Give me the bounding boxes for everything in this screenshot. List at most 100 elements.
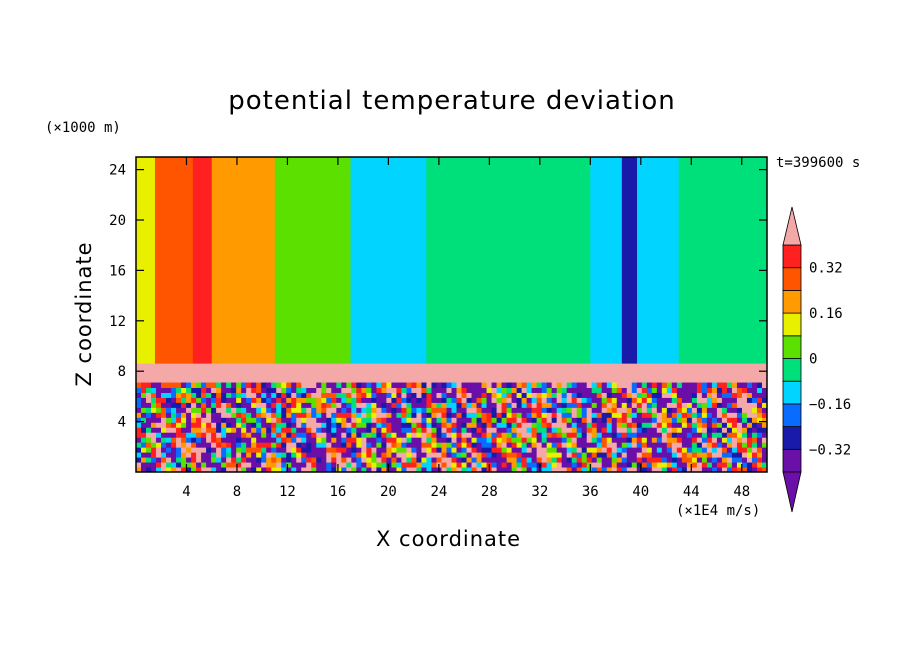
- lower-layer-cell: [616, 442, 623, 448]
- lower-layer-cell: [231, 387, 237, 393]
- lower-layer-cell: [331, 452, 337, 458]
- lower-layer-cell: [271, 417, 277, 423]
- lower-layer-cell: [216, 422, 222, 428]
- lower-layer-cell: [541, 462, 548, 468]
- lower-layer-cell: [556, 417, 563, 423]
- lower-layer-cell: [651, 427, 658, 433]
- lower-layer-cell: [456, 442, 463, 448]
- lower-layer-cell: [201, 407, 207, 413]
- lower-layer-cell: [171, 457, 177, 463]
- lower-layer-cell: [206, 452, 212, 458]
- lower-layer-cell: [291, 467, 297, 472]
- lower-layer-cell: [311, 387, 317, 393]
- lower-layer-cell: [531, 422, 538, 428]
- lower-layer-cell: [466, 442, 473, 448]
- lower-layer-cell: [391, 387, 397, 393]
- lower-layer-cell: [631, 437, 638, 443]
- lower-layer-cell: [516, 447, 523, 453]
- lower-layer-cell: [406, 427, 412, 433]
- lower-layer-cell: [301, 402, 307, 408]
- lower-layer-cell: [241, 387, 247, 393]
- lower-layer-cell: [456, 417, 463, 423]
- lower-layer-cell: [731, 397, 738, 403]
- lower-layer-cell: [236, 387, 242, 393]
- lower-layer-cell: [431, 447, 437, 453]
- lower-layer-cell: [336, 432, 342, 438]
- lower-layer-cell: [341, 462, 347, 468]
- lower-layer-cell: [486, 432, 493, 438]
- lower-layer-cell: [251, 467, 257, 472]
- lower-layer-cell: [586, 447, 593, 453]
- lower-layer-cell: [236, 402, 242, 408]
- lower-layer-cell: [291, 432, 297, 438]
- lower-layer-cell: [136, 382, 142, 389]
- lower-layer-cell: [316, 402, 322, 408]
- lower-layer-cell: [711, 462, 718, 468]
- lower-layer-cell: [566, 412, 573, 418]
- lower-layer-cell: [201, 467, 207, 472]
- lower-layer-cell: [531, 452, 538, 458]
- lower-layer-cell: [701, 407, 708, 413]
- lower-layer-cell: [326, 447, 332, 453]
- inversion-band: [136, 363, 767, 383]
- lower-layer-cell: [151, 397, 157, 403]
- lower-layer-cell: [546, 437, 553, 443]
- lower-layer-cell: [331, 467, 337, 472]
- lower-layer-cell: [736, 407, 743, 413]
- lower-layer-cell: [346, 417, 352, 423]
- time-label: t=399600 s: [776, 155, 861, 171]
- lower-layer-cell: [551, 457, 558, 463]
- lower-layer-cell: [286, 422, 292, 428]
- lower-layer-cell: [671, 462, 678, 468]
- lower-layer-cell: [626, 382, 633, 389]
- lower-layer-cell: [511, 452, 518, 458]
- lower-layer-cell: [266, 422, 272, 428]
- lower-layer-cell: [406, 392, 412, 398]
- lower-layer-cell: [306, 422, 312, 428]
- lower-layer-cell: [476, 402, 483, 408]
- lower-layer-cell: [296, 422, 302, 428]
- lower-layer-cell: [601, 452, 608, 458]
- lower-layer-cell: [241, 462, 247, 468]
- lower-layer-cell: [721, 397, 728, 403]
- lower-layer-cell: [586, 402, 593, 408]
- lower-layer-cell: [636, 427, 643, 433]
- x-tick-label: 4: [182, 484, 190, 500]
- lower-layer-cell: [421, 417, 427, 423]
- lower-layer-cell: [681, 432, 688, 438]
- lower-layer-cell: [746, 462, 753, 468]
- lower-layer-cell: [596, 427, 603, 433]
- lower-layer-cell: [626, 447, 633, 453]
- lower-layer-cell: [386, 457, 392, 463]
- lower-layer-cell: [276, 457, 282, 463]
- lower-layer-cell: [586, 422, 593, 428]
- lower-layer-cell: [581, 397, 588, 403]
- lower-layer-cell: [426, 427, 432, 433]
- lower-layer-cell: [216, 452, 222, 458]
- lower-layer-cell: [176, 432, 182, 438]
- lower-layer-cell: [666, 432, 673, 438]
- lower-layer-cell: [471, 402, 478, 408]
- lower-layer-cell: [446, 442, 452, 448]
- lower-layer-cell: [236, 392, 242, 398]
- lower-layer-cell: [566, 387, 573, 393]
- lower-layer-cell: [616, 382, 623, 389]
- lower-layer-cell: [501, 452, 508, 458]
- lower-layer-cell: [461, 427, 468, 433]
- lower-layer-cell: [531, 432, 538, 438]
- lower-layer-cell: [376, 462, 382, 468]
- lower-layer-cell: [291, 402, 297, 408]
- lower-layer-cell: [441, 392, 447, 398]
- lower-layer-cell: [306, 392, 312, 398]
- lower-layer-cell: [741, 402, 748, 408]
- lower-layer-cell: [731, 407, 738, 413]
- lower-layer-cell: [476, 442, 483, 448]
- lower-layer-cell: [666, 382, 673, 389]
- lower-layer-cell: [386, 417, 392, 423]
- lower-layer-cell: [701, 437, 708, 443]
- lower-layer-cell: [541, 387, 548, 393]
- lower-layer-cell: [346, 387, 352, 393]
- lower-layer-cell: [286, 452, 292, 458]
- lower-layer-cell: [396, 417, 402, 423]
- lower-layer-cell: [361, 392, 367, 398]
